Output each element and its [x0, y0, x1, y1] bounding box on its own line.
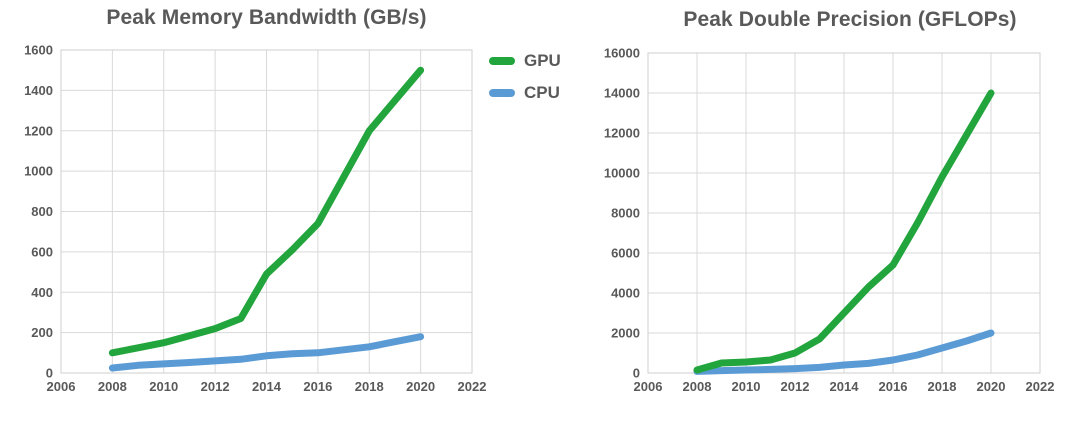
y-axis-tick-label: 2000: [611, 326, 640, 341]
y-axis-tick-label: 1600: [24, 43, 53, 58]
y-axis-tick-label: 6000: [611, 246, 640, 261]
x-axis-tick-label: 2014: [830, 379, 860, 394]
x-axis-tick-label: 2022: [458, 379, 487, 394]
x-axis-tick-label: 2010: [732, 379, 761, 394]
legend: GPU CPU: [489, 51, 561, 102]
plot-border: [647, 52, 1041, 374]
x-axis-tick-label: 2012: [781, 379, 810, 394]
x-axis-tick-label: 2010: [149, 379, 178, 394]
y-axis-tick-label: 200: [31, 325, 53, 340]
series-line-cpu: [693, 329, 995, 375]
x-axis-tick-label: 2006: [47, 379, 76, 394]
x-axis-tick-label: 2014: [252, 379, 282, 394]
y-axis-tick-label: 0: [46, 366, 53, 381]
double-precision-title: Peak Double Precision (GFLOPs): [683, 8, 1017, 31]
legend-item-cpu: CPU: [489, 83, 561, 102]
y-axis-tick-label: 400: [31, 285, 53, 300]
y-axis-tick-label: 4000: [611, 286, 640, 301]
gpu-line-swatch-icon: [489, 56, 515, 65]
x-axis-tick-label: 2006: [634, 379, 663, 394]
x-axis-tick-label: 2016: [879, 379, 908, 394]
memory-bandwidth-title: Peak Memory Bandwidth (GB/s): [106, 6, 427, 29]
x-axis-tick-label: 2022: [1026, 379, 1055, 394]
x-axis-tick-label: 2012: [201, 379, 230, 394]
y-axis-tick-label: 14000: [604, 86, 640, 101]
y-axis-tick-label: 600: [31, 244, 53, 259]
x-axis-tick-label: 2018: [928, 379, 957, 394]
x-axis-tick-label: 2016: [303, 379, 332, 394]
y-axis-tick-label: 8000: [611, 206, 640, 221]
plot-border: [60, 49, 473, 374]
series-line-gpu: [108, 66, 425, 357]
y-axis-tick-label: 16000: [604, 46, 640, 61]
x-axis-tick-label: 2008: [683, 379, 712, 394]
y-axis-tick-label: 1000: [24, 164, 53, 179]
legend-item-gpu: GPU: [489, 51, 561, 70]
x-axis-tick-label: 2020: [406, 379, 435, 394]
series-line-cpu: [108, 333, 425, 372]
y-axis-tick-label: 1400: [24, 83, 53, 98]
y-axis-tick-label: 10000: [604, 166, 640, 181]
series-line-gpu: [693, 89, 995, 374]
legend-label-cpu: CPU: [524, 83, 560, 102]
y-axis-tick-label: 0: [633, 366, 640, 381]
legend-label-gpu: GPU: [524, 51, 561, 70]
y-axis-tick-label: 1200: [24, 123, 53, 138]
cpu-line-swatch-icon: [489, 88, 515, 97]
x-axis-tick-label: 2008: [98, 379, 127, 394]
y-axis-tick-label: 800: [31, 204, 53, 219]
x-axis-tick-label: 2020: [977, 379, 1006, 394]
x-axis-tick-label: 2018: [355, 379, 384, 394]
y-axis-tick-label: 12000: [604, 126, 640, 141]
